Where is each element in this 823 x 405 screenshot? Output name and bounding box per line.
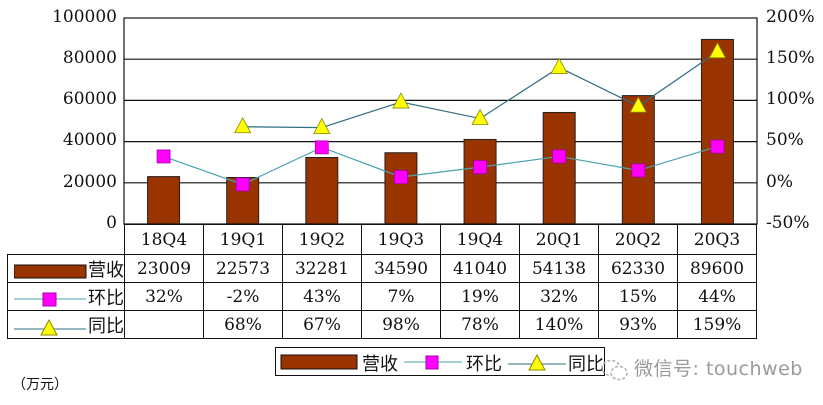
table-cell: 54138	[519, 254, 599, 283]
legend-square-marker-icon	[404, 355, 462, 370]
table-cell: 41040	[440, 254, 520, 283]
yoy-marker	[234, 116, 252, 134]
revenue-bars	[147, 38, 734, 225]
qoq-marker	[156, 149, 171, 164]
table-header-cell: 19Q2	[282, 224, 362, 255]
yoy-marker	[629, 96, 647, 113]
yoy-marker	[392, 92, 410, 109]
plot-border	[123, 17, 758, 225]
right-axis-tick: 100%	[766, 89, 815, 109]
table-cell: 23009	[124, 254, 204, 283]
table-header-cell: 19Q3	[361, 224, 441, 255]
table-cell: 68%	[203, 310, 283, 339]
legend-label-revenue: 营收	[362, 354, 398, 375]
yoy-marker	[550, 57, 568, 74]
left-axis-tick: 0	[106, 213, 117, 233]
gridlines	[124, 58, 757, 184]
unit-note: （万元）	[12, 377, 68, 393]
right-axis-tick: 50%	[766, 130, 804, 150]
left-axis-tick: 60000	[62, 89, 117, 109]
table-cell: 32%	[124, 282, 204, 311]
table-cell	[124, 310, 204, 339]
table-header-cell: 18Q4	[124, 224, 204, 255]
qoq-marker	[473, 160, 487, 175]
qoq-marker	[314, 140, 329, 155]
revenue-bar	[147, 176, 181, 225]
square-marker-icon	[14, 292, 86, 307]
plot-area	[123, 17, 758, 225]
right-axis-tick: 0%	[766, 172, 793, 192]
table-header-cell: 19Q1	[203, 224, 283, 255]
table-cell: 34590	[361, 254, 441, 283]
table-cell: 67%	[282, 310, 362, 339]
revenue-bar	[700, 38, 734, 225]
left-axis-tick: 100000	[52, 7, 117, 27]
legend-triangle-marker-icon	[508, 353, 566, 371]
row-label-revenue: 营收	[7, 254, 125, 283]
qoq-marker	[710, 139, 725, 154]
table-header-cell: 20Q1	[519, 224, 599, 255]
legend-label-yoy: 同比	[568, 354, 604, 375]
wechat-icon	[601, 359, 628, 380]
right-axis-tick: 150%	[766, 48, 815, 68]
table-cell: 32%	[519, 282, 599, 311]
bar-swatch-icon	[13, 264, 87, 279]
table-corner	[8, 225, 125, 255]
left-axis-tick: 40000	[62, 130, 117, 150]
yoy-marker	[313, 117, 331, 134]
growth-lines	[156, 41, 727, 192]
watermark: 微信号: touchweb	[600, 354, 803, 382]
yoy-marker	[471, 108, 489, 125]
table-cell: 78%	[440, 310, 520, 339]
table-header-cell: 19Q4	[440, 224, 520, 255]
yoy-marker	[708, 41, 727, 59]
table-cell: -2%	[203, 282, 283, 311]
table-cell: 89600	[677, 254, 757, 283]
revenue-bar	[384, 152, 418, 225]
table-row: 同比 68% 67% 98% 78% 140% 93% 159%	[7, 310, 757, 339]
right-axis-tick: 200%	[766, 7, 815, 27]
left-axis-tick: 80000	[62, 48, 117, 68]
table-cell: 93%	[598, 310, 678, 339]
table-cell: 22573	[203, 254, 283, 283]
table-row: 营收 23009 22573 32281 34590 41040 54138 6…	[7, 254, 757, 283]
table-cell: 32281	[282, 254, 362, 283]
table-header-cell: 20Q3	[677, 224, 757, 255]
table-cell: 159%	[677, 310, 757, 339]
triangle-marker-icon	[14, 318, 86, 336]
table-cell: 62330	[598, 254, 678, 283]
table-header-cell: 20Q2	[598, 224, 678, 255]
table-cell: 140%	[519, 310, 599, 339]
table-cell: 43%	[282, 282, 362, 311]
data-table: 18Q4 19Q1 19Q2 19Q3 19Q4 20Q1 20Q2 20Q3 …	[7, 224, 757, 339]
revenue-bar	[463, 138, 497, 225]
legend: 营收 环比 同比	[275, 347, 605, 376]
legend-label-qoq: 环比	[466, 354, 502, 375]
right-axis-tick: -50%	[766, 213, 810, 233]
qoq-marker	[631, 163, 646, 178]
table-cell: 7%	[361, 282, 441, 311]
row-label-yoy: 同比	[7, 310, 125, 339]
row-label-qoq: 环比	[7, 282, 125, 311]
table-row: 环比 32% -2% 43% 7% 19% 32% 15% 44%	[7, 282, 757, 311]
qoq-marker	[552, 149, 567, 164]
revenue-bar	[305, 157, 339, 225]
revenue-bar	[542, 111, 576, 225]
qoq-marker	[394, 170, 408, 184]
left-axis-tick: 20000	[62, 172, 117, 192]
table-cell: 98%	[361, 310, 441, 339]
watermark-text: 微信号: touchweb	[634, 358, 803, 380]
legend-bar-swatch-icon	[280, 354, 358, 370]
table-cell: 15%	[598, 282, 678, 311]
table-header-row: 18Q4 19Q1 19Q2 19Q3 19Q4 20Q1 20Q2 20Q3	[8, 224, 757, 255]
qoq-marker	[235, 177, 250, 192]
table-cell: 44%	[677, 282, 757, 311]
table-cell: 19%	[440, 282, 520, 311]
revenue-bar	[621, 95, 655, 225]
